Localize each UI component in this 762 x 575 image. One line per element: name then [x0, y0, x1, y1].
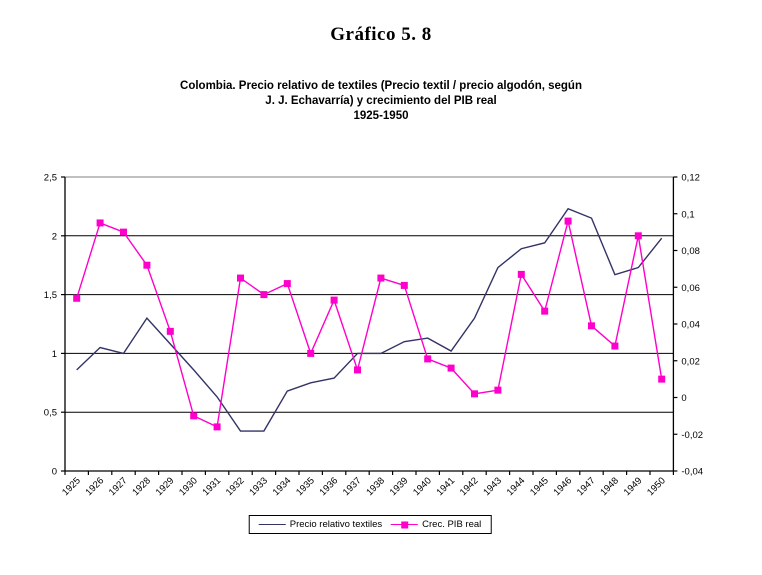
- legend-label-pib: Crec. PIB real: [422, 519, 482, 530]
- subtitle-line-3: 1925-1950: [353, 110, 409, 122]
- svg-text:-0,02: -0,02: [681, 430, 703, 441]
- svg-text:0,12: 0,12: [681, 173, 700, 184]
- svg-text:1934: 1934: [271, 475, 294, 498]
- svg-text:1936: 1936: [317, 475, 340, 498]
- svg-text:0,06: 0,06: [681, 283, 700, 294]
- svg-text:2: 2: [52, 231, 57, 242]
- svg-text:0: 0: [681, 393, 686, 404]
- svg-text:1942: 1942: [458, 475, 481, 498]
- legend-label-textiles: Precio relativo textiles: [289, 519, 383, 530]
- subtitle-line-1: Colombia. Precio relativo de textiles (P…: [180, 80, 582, 92]
- legend-item-pib: Crec. PIB real: [391, 519, 481, 530]
- svg-text:1948: 1948: [598, 475, 621, 498]
- svg-text:0,5: 0,5: [44, 408, 57, 419]
- svg-text:1933: 1933: [247, 475, 270, 498]
- svg-text:1944: 1944: [505, 475, 528, 498]
- svg-text:1947: 1947: [575, 475, 598, 498]
- svg-text:1932: 1932: [224, 475, 247, 498]
- svg-text:1937: 1937: [341, 475, 364, 498]
- svg-text:0: 0: [52, 467, 57, 478]
- svg-text:1930: 1930: [177, 475, 200, 498]
- svg-text:2,5: 2,5: [44, 173, 57, 184]
- svg-text:0,08: 0,08: [681, 246, 700, 257]
- svg-text:1926: 1926: [83, 475, 106, 498]
- svg-text:1928: 1928: [130, 475, 153, 498]
- svg-text:1943: 1943: [481, 475, 504, 498]
- svg-text:0,1: 0,1: [681, 209, 694, 220]
- svg-text:1927: 1927: [107, 475, 130, 498]
- subtitle-line-2: J. J. Echavarría) y crecimiento del PIB …: [265, 95, 497, 107]
- textiles-line-sample-icon: [258, 524, 286, 525]
- svg-text:1: 1: [52, 349, 57, 360]
- legend: Precio relativo textiles Crec. PIB real: [248, 515, 492, 534]
- chart-title: Gráfico 5. 8: [330, 24, 432, 45]
- svg-text:0,04: 0,04: [681, 320, 700, 331]
- svg-text:1931: 1931: [200, 475, 223, 498]
- svg-text:1945: 1945: [528, 475, 551, 498]
- svg-text:1938: 1938: [364, 475, 387, 498]
- svg-text:1925: 1925: [60, 475, 83, 498]
- svg-text:1949: 1949: [622, 475, 645, 498]
- svg-text:1935: 1935: [294, 475, 317, 498]
- legend-item-textiles: Precio relativo textiles: [258, 519, 383, 530]
- svg-text:1941: 1941: [434, 475, 457, 498]
- pib-marker-square-icon: [401, 521, 409, 529]
- svg-text:0,02: 0,02: [681, 356, 700, 367]
- svg-text:1946: 1946: [551, 475, 574, 498]
- chart-subtitle: Colombia. Precio relativo de textiles (P…: [0, 79, 762, 124]
- svg-text:1939: 1939: [388, 475, 411, 498]
- svg-text:1,5: 1,5: [44, 290, 57, 301]
- svg-text:1940: 1940: [411, 475, 434, 498]
- svg-text:1950: 1950: [645, 475, 668, 498]
- svg-text:-0,04: -0,04: [681, 467, 703, 478]
- pib-line-sample-icon: [391, 521, 419, 529]
- svg-text:1929: 1929: [154, 475, 177, 498]
